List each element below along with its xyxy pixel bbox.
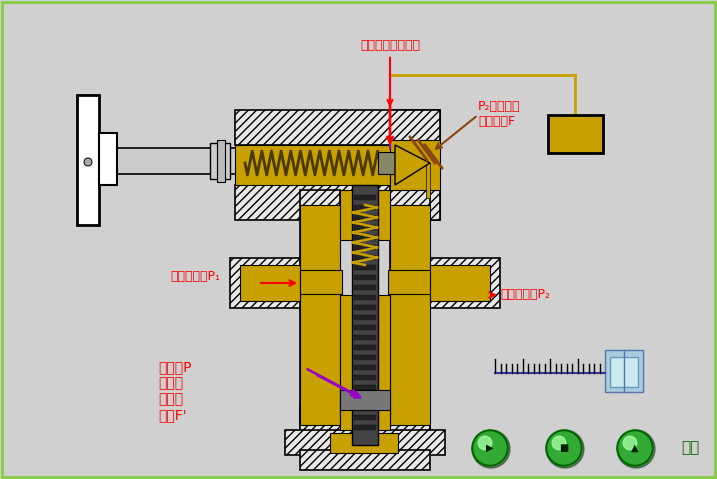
- Bar: [354, 305, 376, 310]
- Bar: [378, 152, 396, 174]
- Bar: [354, 225, 376, 230]
- Bar: [217, 140, 225, 182]
- Polygon shape: [395, 145, 430, 185]
- Text: 二次压力油P₂: 二次压力油P₂: [500, 288, 550, 301]
- Bar: [352, 185, 378, 445]
- Bar: [548, 115, 603, 153]
- Bar: [390, 205, 430, 425]
- Bar: [354, 265, 376, 270]
- Circle shape: [619, 432, 651, 464]
- Bar: [354, 295, 376, 300]
- Bar: [354, 255, 376, 260]
- Bar: [300, 270, 342, 294]
- Bar: [354, 235, 376, 240]
- Circle shape: [617, 430, 655, 468]
- Text: 一次压力油P₁: 一次压力油P₁: [170, 271, 220, 284]
- Bar: [99, 133, 117, 185]
- Circle shape: [623, 436, 637, 450]
- Text: 压力差P
等于或
大于弹
簧力F': 压力差P 等于或 大于弹 簧力F': [158, 360, 191, 422]
- Text: 返回: 返回: [681, 441, 699, 456]
- Bar: [354, 375, 376, 380]
- Bar: [340, 295, 390, 415]
- Bar: [300, 450, 430, 470]
- Bar: [390, 190, 430, 440]
- Bar: [388, 270, 430, 294]
- Text: 由小孔溢流回油箱: 由小孔溢流回油箱: [360, 39, 420, 105]
- Circle shape: [84, 158, 92, 166]
- Text: ▲: ▲: [631, 443, 639, 453]
- Bar: [285, 430, 445, 455]
- Bar: [354, 215, 376, 220]
- Circle shape: [552, 436, 566, 450]
- Circle shape: [546, 430, 584, 468]
- Bar: [340, 190, 390, 240]
- Bar: [354, 395, 376, 400]
- Bar: [210, 143, 230, 179]
- Bar: [354, 245, 376, 250]
- Bar: [354, 195, 376, 200]
- Bar: [390, 110, 440, 220]
- Circle shape: [474, 432, 506, 464]
- Bar: [605, 350, 643, 392]
- Bar: [354, 275, 376, 280]
- Bar: [340, 408, 390, 430]
- Bar: [354, 285, 376, 290]
- Bar: [240, 265, 300, 301]
- Circle shape: [472, 430, 508, 466]
- Bar: [354, 325, 376, 330]
- Bar: [354, 345, 376, 350]
- Bar: [430, 265, 490, 301]
- Bar: [300, 205, 340, 425]
- Bar: [354, 425, 376, 430]
- Bar: [354, 355, 376, 360]
- Circle shape: [548, 432, 580, 464]
- Bar: [430, 258, 500, 308]
- Circle shape: [472, 430, 510, 468]
- Bar: [235, 185, 440, 220]
- Bar: [354, 315, 376, 320]
- Bar: [390, 140, 440, 190]
- Bar: [354, 205, 376, 210]
- Bar: [330, 433, 398, 453]
- Bar: [354, 405, 376, 410]
- Circle shape: [617, 430, 653, 466]
- Bar: [300, 405, 430, 435]
- Bar: [117, 148, 247, 174]
- Circle shape: [546, 430, 582, 466]
- Bar: [354, 385, 376, 390]
- Text: ▶: ▶: [486, 443, 494, 453]
- Bar: [610, 357, 638, 387]
- Bar: [354, 365, 376, 370]
- Bar: [426, 163, 430, 198]
- Bar: [354, 335, 376, 340]
- Bar: [235, 145, 390, 185]
- Bar: [235, 110, 440, 145]
- Bar: [230, 258, 300, 308]
- Text: P₂等于或大
于弹簧力F: P₂等于或大 于弹簧力F: [478, 100, 521, 128]
- Text: ■: ■: [559, 443, 569, 453]
- Bar: [300, 190, 340, 440]
- Circle shape: [478, 436, 492, 450]
- Bar: [77, 95, 99, 225]
- Bar: [340, 390, 390, 410]
- Bar: [354, 415, 376, 420]
